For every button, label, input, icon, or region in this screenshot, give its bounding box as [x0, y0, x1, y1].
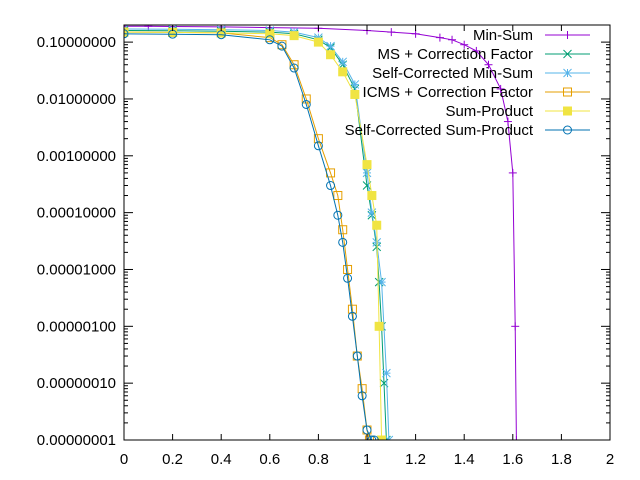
data-point	[382, 368, 391, 378]
data-point	[362, 425, 372, 435]
legend-label: Self-Corrected Min-Sum	[372, 65, 533, 82]
y-tick-label: 0.00000010	[37, 375, 116, 392]
y-tick-label: 0.00000001	[37, 432, 116, 449]
data-point	[460, 40, 469, 49]
legend-label: Min-Sum	[473, 27, 533, 44]
data-point	[352, 351, 362, 361]
x-tick-label: 1	[363, 451, 371, 468]
data-point	[333, 210, 343, 220]
legend-entry: ICMS + Correction Factor	[363, 84, 590, 101]
legend-swatch-marker	[563, 31, 572, 39]
data-point	[338, 237, 348, 247]
data-point	[338, 225, 348, 235]
x-tick-label: 0.8	[308, 451, 329, 468]
legend-label: Self-Corrected Sum-Product	[345, 122, 534, 139]
y-tick-label: 0.00001000	[37, 261, 116, 278]
data-point	[496, 84, 505, 93]
legend-label: ICMS + Correction Factor	[363, 84, 533, 101]
y-tick-label: 0.00100000	[37, 148, 116, 165]
series-6	[124, 29, 379, 440]
data-point	[372, 220, 382, 230]
data-point	[338, 67, 348, 77]
data-point	[387, 28, 396, 37]
data-point	[377, 277, 386, 287]
data-point	[362, 160, 372, 170]
y-tick-label: 0.00010000	[37, 205, 116, 222]
legend-label: MS + Correction Factor	[378, 46, 533, 63]
data-point	[124, 29, 129, 39]
data-point	[511, 322, 520, 331]
legend-swatch-marker	[563, 49, 572, 59]
legend-swatch-marker	[563, 106, 572, 116]
data-point	[367, 191, 377, 201]
series-line	[124, 33, 375, 440]
legend-label: Sum-Product	[445, 103, 533, 120]
y-tick-label: 0.01000000	[37, 91, 116, 108]
data-point	[350, 89, 360, 99]
data-point	[313, 37, 323, 47]
x-tick-label: 1.8	[551, 451, 572, 468]
legend-swatch-marker	[563, 68, 572, 78]
legend-entry: Sum-Product	[445, 103, 590, 120]
legend-swatch-marker	[563, 87, 572, 97]
data-point	[277, 41, 287, 51]
x-tick-label: 0.6	[259, 451, 280, 468]
legend-swatch-marker	[563, 125, 572, 135]
legend: Min-Sum MS + Correction Factor Self-Correc…	[345, 27, 590, 139]
data-point	[347, 311, 357, 321]
data-point	[448, 35, 457, 44]
y-tick-label: 0.10000000	[37, 34, 116, 51]
data-point	[289, 63, 299, 73]
data-point	[367, 435, 377, 440]
data-point	[350, 80, 360, 89]
series-3	[124, 25, 394, 440]
legend-entry: Min-Sum	[473, 27, 590, 44]
data-point	[374, 321, 384, 331]
data-point	[357, 391, 367, 401]
data-point	[343, 264, 353, 274]
data-point	[377, 435, 387, 440]
x-tick-label: 2	[606, 451, 614, 468]
data-point	[313, 141, 323, 151]
data-point	[265, 35, 275, 45]
data-point	[326, 181, 336, 191]
data-point	[508, 168, 517, 177]
data-point	[343, 273, 353, 283]
data-point	[326, 41, 335, 51]
x-tick-label: 0.2	[162, 451, 183, 468]
data-point	[512, 436, 521, 440]
data-point	[333, 191, 343, 201]
data-point	[435, 33, 444, 42]
data-point	[362, 168, 372, 178]
y-tick-label: 0.00000100	[37, 318, 116, 335]
legend-entry: Self-Corrected Sum-Product	[345, 122, 590, 139]
x-tick-label: 0.4	[211, 451, 232, 468]
x-tick-label: 1.2	[405, 451, 426, 468]
x-tick-label: 1.4	[454, 451, 475, 468]
data-point	[326, 50, 336, 60]
data-point	[384, 435, 394, 440]
series-line	[124, 30, 387, 440]
data-point	[338, 57, 348, 67]
legend-entry: MS + Correction Factor	[378, 46, 590, 63]
x-tick-label: 0	[120, 451, 128, 468]
plot-area	[124, 25, 521, 440]
series-line	[124, 31, 383, 440]
data-point	[289, 31, 299, 41]
axes: 0 0.2 0.4 0.6 0.8 1 1.2 1.4 1.6 1.8 2 0.10000000 0.0…	[37, 24, 614, 468]
data-point	[411, 29, 420, 38]
data-point	[484, 60, 493, 69]
data-point	[472, 46, 481, 55]
data-point	[503, 117, 512, 126]
data-point	[301, 99, 311, 109]
data-point	[313, 134, 323, 144]
data-point	[369, 435, 379, 440]
x-tick-label: 1.6	[502, 451, 523, 468]
legend-entry: Self-Corrected Min-Sum	[372, 65, 590, 82]
